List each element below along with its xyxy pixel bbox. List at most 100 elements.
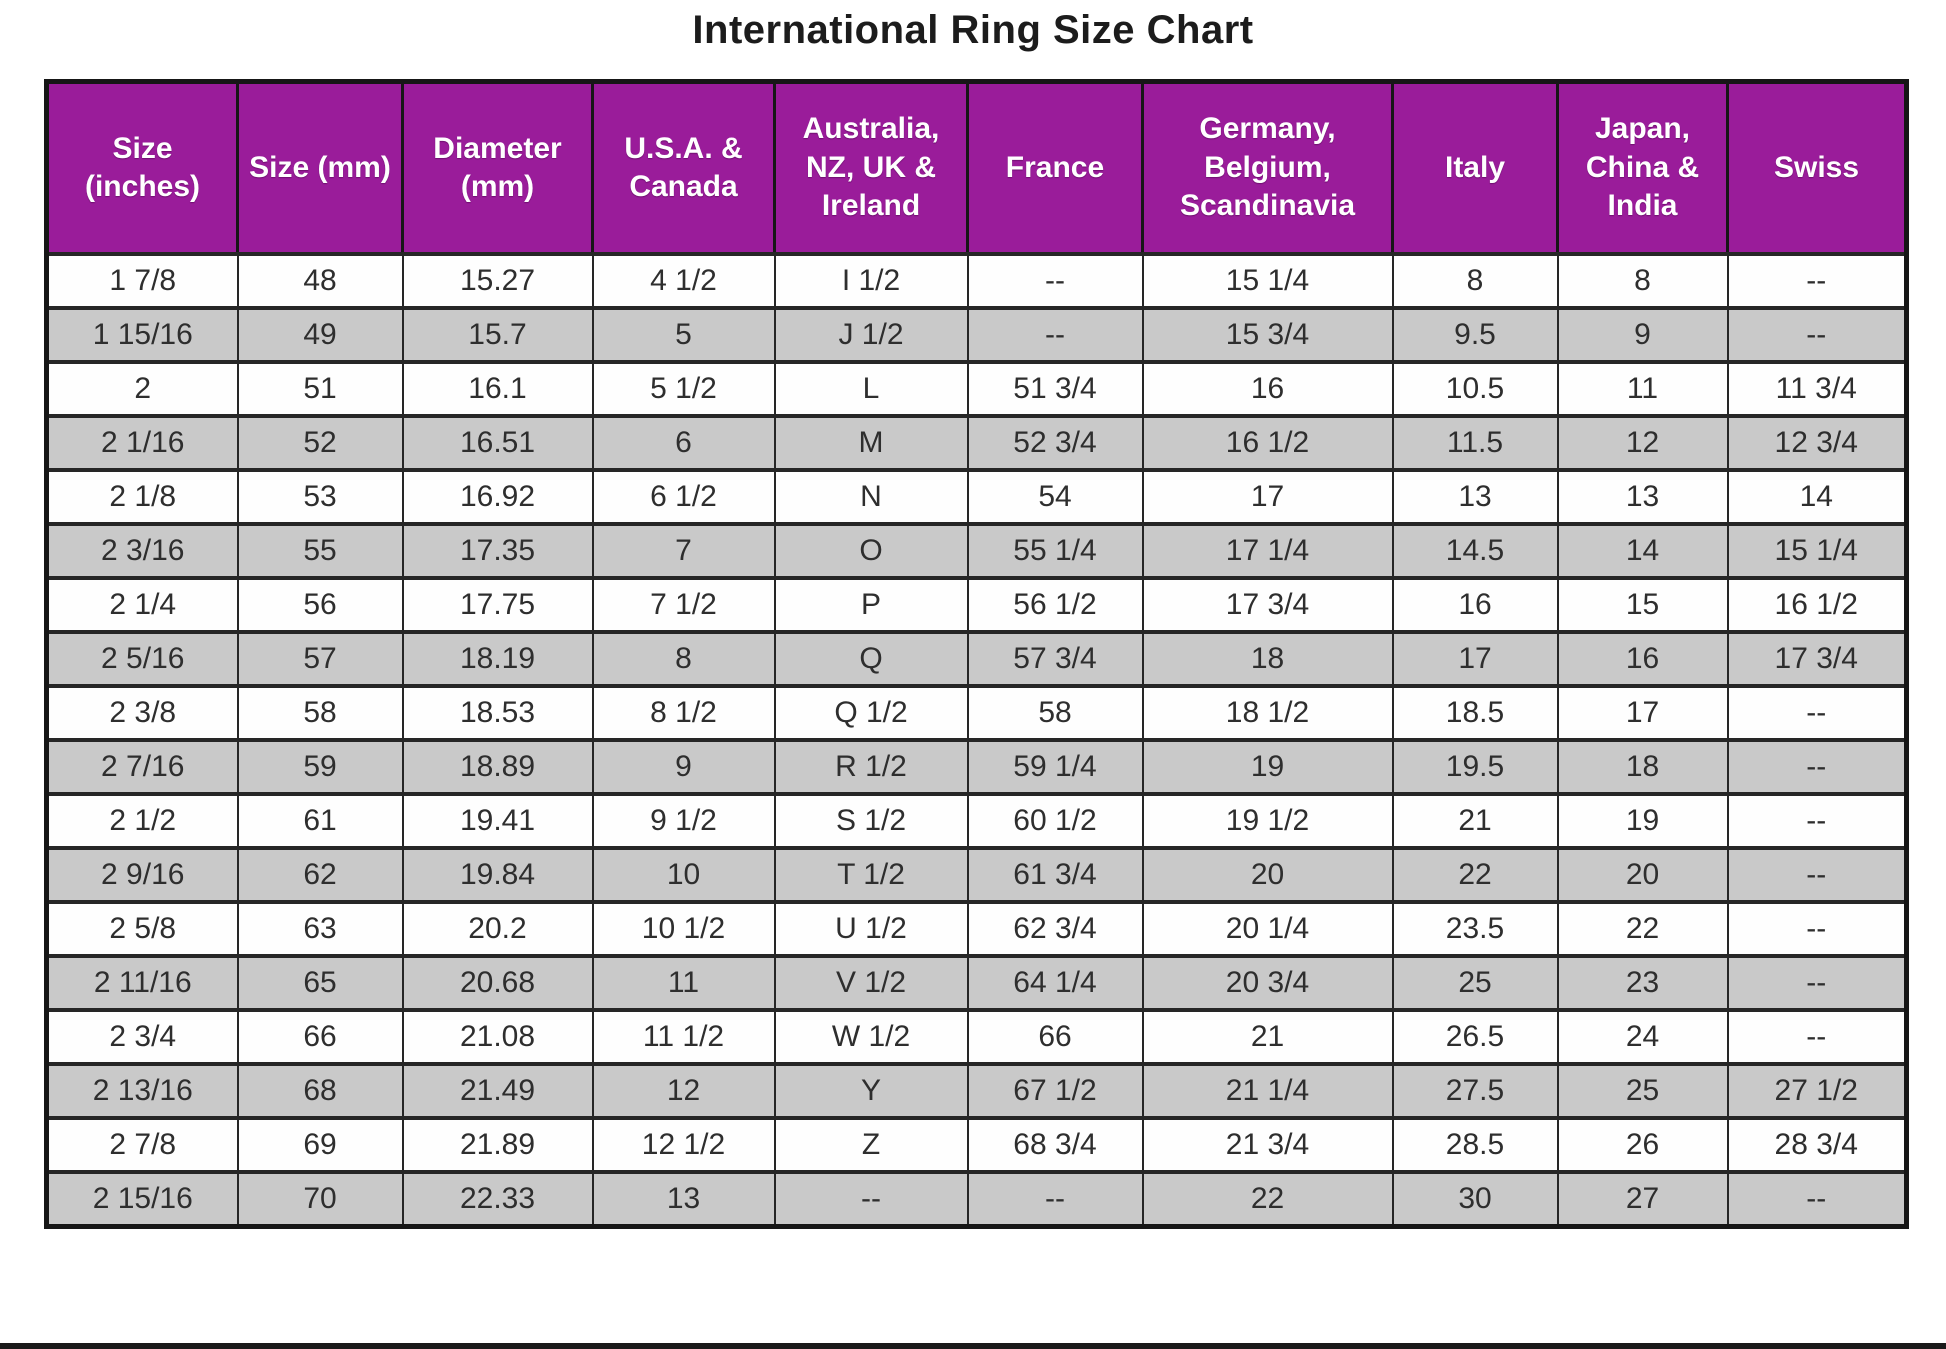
page-title: International Ring Size Chart: [692, 8, 1254, 52]
column-header: Germany, Belgium, Scandinavia: [1141, 80, 1394, 256]
table-cell: 27 1/2: [1726, 1062, 1908, 1120]
table-cell: 18 1/2: [1141, 684, 1394, 742]
bottom-border-line: [0, 1343, 1946, 1349]
table-cell: Z: [773, 1116, 969, 1174]
table-row: 2 3/8 58 18.53 8 1/2 Q 1/2 58 18 1/2 18.5 17 --: [45, 684, 1908, 742]
table-cell: 17: [1391, 630, 1559, 688]
table-cell: 2 1/2: [45, 792, 239, 850]
table-cell: 11 1/2: [591, 1008, 776, 1066]
table-cell: --: [1726, 846, 1908, 904]
table-cell: 16.51: [401, 414, 594, 472]
table-cell: 56: [236, 576, 404, 634]
table-row: 2 1/4 56 17.75 7 1/2 P 56 1/2 17 3/4 16 15 16 1/2: [45, 576, 1908, 634]
table-cell: 9: [591, 738, 776, 796]
table-cell: --: [1726, 900, 1908, 958]
table-cell: --: [773, 1170, 969, 1229]
table-cell: 22.33: [401, 1170, 594, 1229]
table-cell: 2 7/16: [45, 738, 239, 796]
table-cell: 20: [1556, 846, 1729, 904]
table-cell: 52 3/4: [966, 414, 1144, 472]
table-cell: 4 1/2: [591, 252, 776, 310]
table-cell: 9: [1556, 306, 1729, 364]
table-cell: 7: [591, 522, 776, 580]
table-cell: 2 3/16: [45, 522, 239, 580]
table-cell: 58: [236, 684, 404, 742]
table-cell: 2 1/8: [45, 468, 239, 526]
table-cell: 15.7: [401, 306, 594, 364]
table-cell: 58: [966, 684, 1144, 742]
table-cell: 17.35: [401, 522, 594, 580]
table-cell: 2 9/16: [45, 846, 239, 904]
table-row: 1 7/8 48 15.27 4 1/2 I 1/2 -- 15 1/4 8 8 --: [45, 252, 1908, 310]
table-row: 2 3/4 66 21.08 11 1/2 W 1/2 66 21 26.5 24 --: [45, 1008, 1908, 1066]
table-row: 2 15/16 70 22.33 13 -- -- 22 30 27 --: [45, 1170, 1908, 1229]
table-cell: 55 1/4: [966, 522, 1144, 580]
table-cell: 14: [1556, 522, 1729, 580]
table-cell: --: [1726, 306, 1908, 364]
table-cell: 21: [1141, 1008, 1394, 1066]
table-cell: 17 3/4: [1141, 576, 1394, 634]
table-cell: --: [1726, 954, 1908, 1012]
table-cell: 25: [1391, 954, 1559, 1012]
table-cell: 2 11/16: [45, 954, 239, 1012]
table-cell: 11 3/4: [1726, 360, 1908, 418]
table-cell: --: [1726, 1170, 1908, 1229]
table-cell: 21.89: [401, 1116, 594, 1174]
table-cell: 51 3/4: [966, 360, 1144, 418]
table-cell: 18.53: [401, 684, 594, 742]
table-cell: --: [966, 306, 1144, 364]
table-cell: 19.41: [401, 792, 594, 850]
table-cell: 70: [236, 1170, 404, 1229]
table-cell: 9 1/2: [591, 792, 776, 850]
table-cell: 19 1/2: [1141, 792, 1394, 850]
table-cell: 10: [591, 846, 776, 904]
table-cell: S 1/2: [773, 792, 969, 850]
table-cell: 20 1/4: [1141, 900, 1394, 958]
table-cell: 19: [1556, 792, 1729, 850]
table-cell: 51: [236, 360, 404, 418]
table-cell: 66: [236, 1008, 404, 1066]
table-cell: 17 1/4: [1141, 522, 1394, 580]
table-cell: 6 1/2: [591, 468, 776, 526]
table-cell: 22: [1391, 846, 1559, 904]
table-row: 2 5/16 57 18.19 8 Q 57 3/4 18 17 16 17 3/4: [45, 630, 1908, 688]
table-cell: 2 15/16: [45, 1170, 239, 1229]
table-cell: 12: [591, 1062, 776, 1120]
table-cell: 16: [1141, 360, 1394, 418]
table-cell: 15.27: [401, 252, 594, 310]
table-row: 2 1/2 61 19.41 9 1/2 S 1/2 60 1/2 19 1/2 21 19 --: [45, 792, 1908, 850]
table-cell: 21 3/4: [1141, 1116, 1394, 1174]
table-cell: 1 15/16: [45, 306, 239, 364]
table-cell: L: [773, 360, 969, 418]
table-cell: 27.5: [1391, 1062, 1559, 1120]
table-cell: 19.84: [401, 846, 594, 904]
table-cell: 11: [591, 954, 776, 1012]
table-cell: 66: [966, 1008, 1144, 1066]
table-cell: 17: [1556, 684, 1729, 742]
table-cell: 2: [45, 360, 239, 418]
table-cell: 17.75: [401, 576, 594, 634]
table-cell: 68 3/4: [966, 1116, 1144, 1174]
table-cell: T 1/2: [773, 846, 969, 904]
table-cell: 6: [591, 414, 776, 472]
table-cell: --: [1726, 792, 1908, 850]
table-cell: 12 1/2: [591, 1116, 776, 1174]
table-cell: 2 5/8: [45, 900, 239, 958]
table-cell: 13: [591, 1170, 776, 1229]
table-row: 2 1/8 53 16.92 6 1/2 N 54 17 13 13 14: [45, 468, 1908, 526]
table-cell: M: [773, 414, 969, 472]
table-cell: 11: [1556, 360, 1729, 418]
table-row: 2 5/8 63 20.2 10 1/2 U 1/2 62 3/4 20 1/4 23.5 22…: [45, 900, 1908, 958]
table-row: 2 13/16 68 21.49 12 Y 67 1/2 21 1/4 27.5 25 27 1/…: [45, 1062, 1908, 1120]
table-cell: 2 13/16: [45, 1062, 239, 1120]
table-cell: 21.08: [401, 1008, 594, 1066]
table-cell: 59 1/4: [966, 738, 1144, 796]
table-cell: 24: [1556, 1008, 1729, 1066]
table-cell: 18: [1141, 630, 1394, 688]
table-cell: 11.5: [1391, 414, 1559, 472]
table-cell: 16: [1556, 630, 1729, 688]
table-cell: 20.68: [401, 954, 594, 1012]
table-cell: 28 3/4: [1726, 1116, 1908, 1174]
table-row: 2 11/16 65 20.68 11 V 1/2 64 1/4 20 3/4 25 23 --: [45, 954, 1908, 1012]
table-row: 2 3/16 55 17.35 7 O 55 1/4 17 1/4 14.5 14 15 1/4: [45, 522, 1908, 580]
